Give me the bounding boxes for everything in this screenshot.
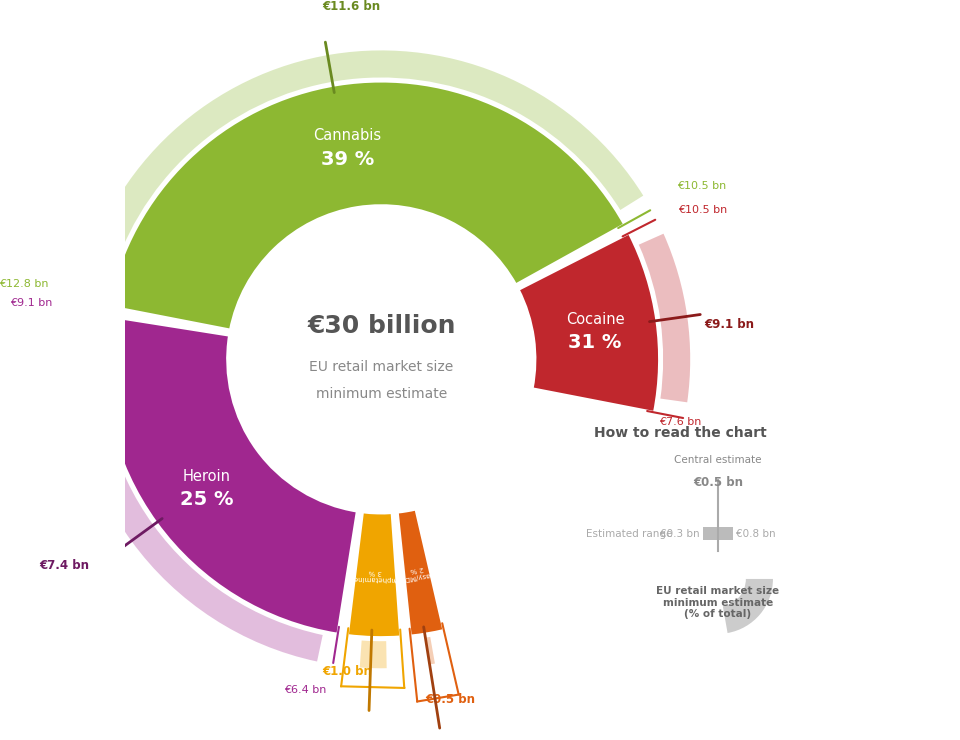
Wedge shape	[348, 512, 400, 638]
Text: €12.8 bn: €12.8 bn	[0, 279, 48, 289]
Wedge shape	[425, 637, 435, 665]
Text: Amphetamines
3 %: Amphetamines 3 %	[349, 568, 402, 582]
Text: €9.1 bn: €9.1 bn	[10, 297, 52, 308]
Text: Cannabis: Cannabis	[314, 128, 381, 144]
Text: €11.6 bn: €11.6 bn	[323, 0, 381, 13]
Text: Cocaine: Cocaine	[565, 312, 624, 326]
Text: 31 %: 31 %	[568, 333, 622, 352]
Text: Heroin: Heroin	[182, 468, 230, 483]
Text: 39 %: 39 %	[321, 149, 374, 169]
Text: €7.6 bn: €7.6 bn	[659, 417, 701, 427]
Wedge shape	[72, 327, 323, 662]
Text: €0.5 bn: €0.5 bn	[693, 477, 743, 489]
Wedge shape	[397, 509, 444, 636]
Text: €1.0 bn: €1.0 bn	[323, 665, 372, 678]
Text: €7.4 bn: €7.4 bn	[39, 559, 89, 572]
Wedge shape	[518, 233, 660, 412]
Text: €0.8 bn: €0.8 bn	[736, 528, 776, 539]
Text: €0.5 bn: €0.5 bn	[425, 693, 475, 706]
Text: EU retail market size
minimum estimate
(% of total): EU retail market size minimum estimate (…	[657, 586, 780, 619]
Text: How to read the chart: How to read the chart	[593, 425, 766, 440]
Text: EU retail market size: EU retail market size	[309, 360, 453, 374]
Bar	[704, 527, 732, 540]
Text: Estimated range: Estimated range	[587, 528, 673, 539]
Text: Ecstasy/MDMA
2 %: Ecstasy/MDMA 2 %	[391, 562, 444, 583]
Text: €9.1 bn: €9.1 bn	[705, 317, 755, 331]
Wedge shape	[108, 81, 625, 330]
Text: €10.5 bn: €10.5 bn	[679, 205, 728, 215]
Wedge shape	[638, 234, 690, 403]
Wedge shape	[723, 579, 773, 633]
Text: 25 %: 25 %	[180, 490, 233, 509]
Text: €6.4 bn: €6.4 bn	[284, 684, 326, 695]
Text: €0.3 bn: €0.3 bn	[660, 528, 700, 539]
Text: minimum estimate: minimum estimate	[316, 388, 447, 402]
Wedge shape	[82, 50, 643, 291]
Text: €30 billion: €30 billion	[307, 314, 456, 338]
Text: Central estimate: Central estimate	[674, 456, 762, 465]
Wedge shape	[360, 641, 387, 668]
Text: €10.5 bn: €10.5 bn	[677, 181, 726, 191]
Wedge shape	[103, 316, 357, 634]
